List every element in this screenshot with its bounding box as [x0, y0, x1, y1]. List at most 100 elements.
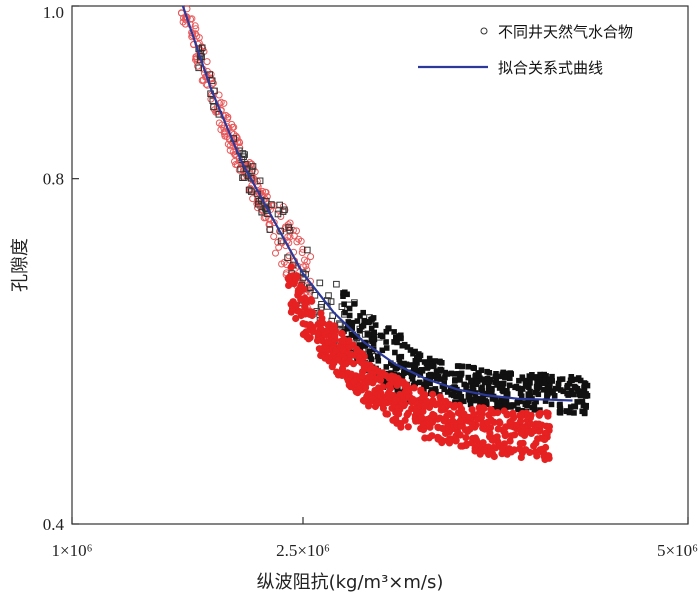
- scatter-point: [444, 437, 452, 445]
- scatter-point: [316, 279, 324, 287]
- scatter-point: [498, 445, 506, 453]
- scatter-point: [544, 453, 552, 461]
- scatter-point: [417, 372, 424, 378]
- scatter-point: [409, 376, 416, 382]
- scatter-point: [356, 328, 363, 334]
- scatter-point: [478, 367, 485, 373]
- x-tick-label: 5×10⁶: [657, 541, 698, 560]
- scatter-point: [549, 373, 555, 380]
- scatter-point: [410, 350, 416, 357]
- scatter-point: [191, 22, 199, 30]
- scatter-point: [507, 402, 514, 408]
- scatter-point: [409, 395, 417, 403]
- scatter-point: [452, 378, 458, 384]
- scatter-point: [359, 359, 367, 367]
- scatter-point: [566, 409, 573, 416]
- scatter-point: [338, 371, 346, 379]
- scatter-point: [248, 167, 256, 175]
- scatter-point: [286, 219, 294, 227]
- scatter-point: [398, 353, 405, 360]
- scatter-point: [379, 383, 387, 391]
- scatter-point: [393, 334, 399, 341]
- scatter-point: [376, 376, 385, 384]
- scatter-point: [563, 408, 570, 414]
- scatter-point: [531, 407, 538, 413]
- scatter-point: [395, 364, 401, 370]
- scatter-point: [541, 429, 549, 437]
- scatter-point: [344, 291, 350, 298]
- scatter-point: [429, 372, 436, 378]
- scatter-point: [429, 410, 437, 419]
- scatter-point: [357, 313, 363, 319]
- scatter-point: [468, 420, 476, 428]
- scatter-point: [533, 383, 540, 390]
- y-axis-title: 孔隙度: [10, 238, 31, 292]
- scatter-point: [507, 375, 513, 382]
- scatter-point: [538, 378, 545, 385]
- scatter-point: [410, 371, 416, 378]
- scatter-point: [374, 367, 383, 375]
- scatter-point: [556, 376, 563, 383]
- plot-frame: [71, 5, 689, 525]
- scatter-point: [506, 437, 514, 445]
- scatter-point: [438, 424, 446, 433]
- scatter-point: [576, 391, 582, 398]
- scatter-point: [512, 384, 518, 391]
- scatter-point: [392, 349, 398, 356]
- legend-label-line: 拟合关系式曲线: [498, 59, 603, 77]
- scatter-point: [433, 372, 440, 378]
- scatter-point: [366, 349, 373, 355]
- scatter-point: [419, 407, 427, 416]
- scatter-point: [386, 325, 392, 331]
- scatter-point: [478, 386, 484, 393]
- scatter-point: [542, 377, 548, 384]
- scatter-point: [533, 452, 541, 460]
- scatter-point: [319, 345, 327, 353]
- scatter-point: [284, 274, 292, 282]
- scatter-point: [274, 238, 282, 246]
- scatter-point: [502, 371, 509, 378]
- scatter-point: [492, 406, 498, 412]
- scatter-point: [346, 305, 353, 312]
- scatter-point: [571, 410, 577, 416]
- fit-curve-line: [181, 5, 573, 402]
- scatter-point: [327, 298, 335, 305]
- scatter-point: [548, 401, 555, 408]
- scatter-point: [492, 373, 499, 380]
- scatter-point: [519, 374, 526, 380]
- scatter-point: [519, 386, 526, 392]
- scatter-point: [321, 354, 329, 362]
- scatter-point: [324, 338, 332, 346]
- scatter-point: [382, 376, 388, 382]
- scatter-point: [522, 383, 529, 389]
- scatter-point: [557, 403, 563, 410]
- scatter-point: [248, 188, 255, 195]
- scatter-point: [388, 360, 394, 366]
- scatter-point: [458, 394, 465, 400]
- scatter-point: [472, 436, 481, 444]
- scatter-point: [294, 287, 302, 295]
- scatter-point: [471, 365, 477, 371]
- scatter-point: [261, 188, 269, 196]
- scatter-point: [323, 327, 331, 335]
- scatter-point: [549, 378, 555, 384]
- scatter-point: [392, 375, 400, 383]
- scatter-point: [555, 383, 562, 390]
- scatter-point: [340, 290, 346, 296]
- scatter-point: [528, 374, 535, 381]
- scatter-point: [549, 388, 556, 394]
- scatter-point: [317, 309, 325, 317]
- scatter-point: [486, 429, 494, 437]
- scatter-point: [536, 409, 545, 417]
- scatter-point: [448, 411, 456, 420]
- scatter-point: [275, 243, 283, 251]
- scatter-point: [241, 151, 248, 158]
- y-tick-label: 1.0: [43, 3, 64, 22]
- scatter-point: [293, 272, 301, 280]
- scatter-point: [454, 428, 462, 436]
- scatter-point: [398, 335, 404, 342]
- scatter-point: [429, 390, 437, 398]
- scatter-point: [568, 388, 575, 394]
- scatter-point: [461, 398, 467, 405]
